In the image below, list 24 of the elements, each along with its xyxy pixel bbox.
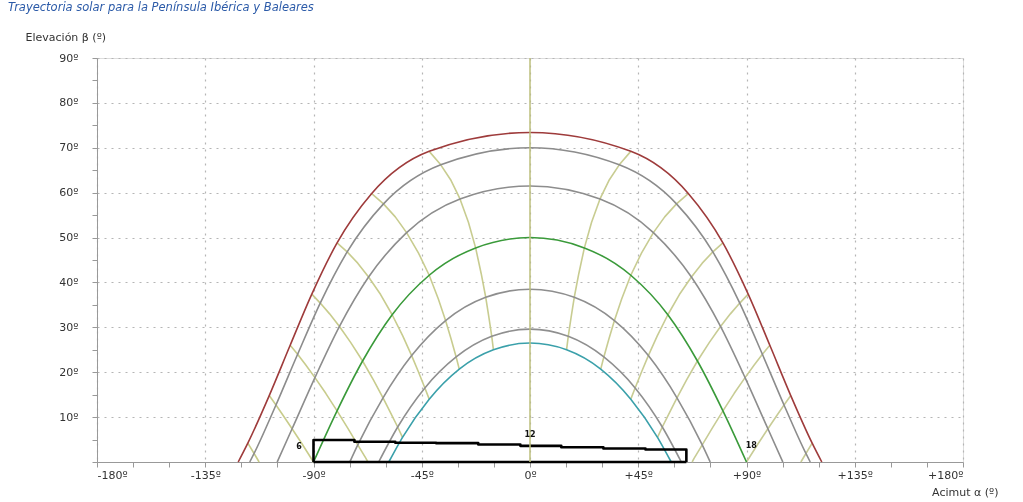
- annotation: 6: [296, 442, 303, 452]
- y-tick-label: 40º: [59, 275, 79, 289]
- x-tick-label: +135º: [837, 468, 873, 482]
- x-tick-label: -180º: [97, 468, 128, 482]
- x-tick-label: -45º: [410, 468, 434, 482]
- x-tick-label: -135º: [190, 468, 221, 482]
- x-tick-label: 0º: [524, 468, 537, 482]
- x-tick-label: +45º: [624, 468, 653, 482]
- y-tick-label: 20º: [59, 365, 79, 379]
- y-tick-label: 70º: [59, 141, 79, 155]
- annotation: 12: [524, 430, 536, 440]
- chart-title: Trayectoria solar para la Península Ibérica y Baleares: [8, 0, 314, 14]
- y-tick-label: 50º: [59, 231, 79, 245]
- y-tick-label: 90º: [59, 51, 79, 65]
- y-axis-title: Elevación β (º): [25, 30, 107, 44]
- y-tick-label: 10º: [59, 410, 79, 424]
- x-tick-label: -90º: [302, 468, 326, 482]
- y-tick-label: 30º: [59, 320, 79, 334]
- x-tick-label: +180º: [928, 468, 964, 482]
- y-tick-label: 80º: [59, 96, 79, 110]
- x-axis-title: Acimut α (º): [932, 485, 999, 499]
- x-tick-label: +90º: [732, 468, 762, 482]
- annotation: 18: [745, 440, 758, 450]
- y-tick-label: 60º: [59, 186, 79, 200]
